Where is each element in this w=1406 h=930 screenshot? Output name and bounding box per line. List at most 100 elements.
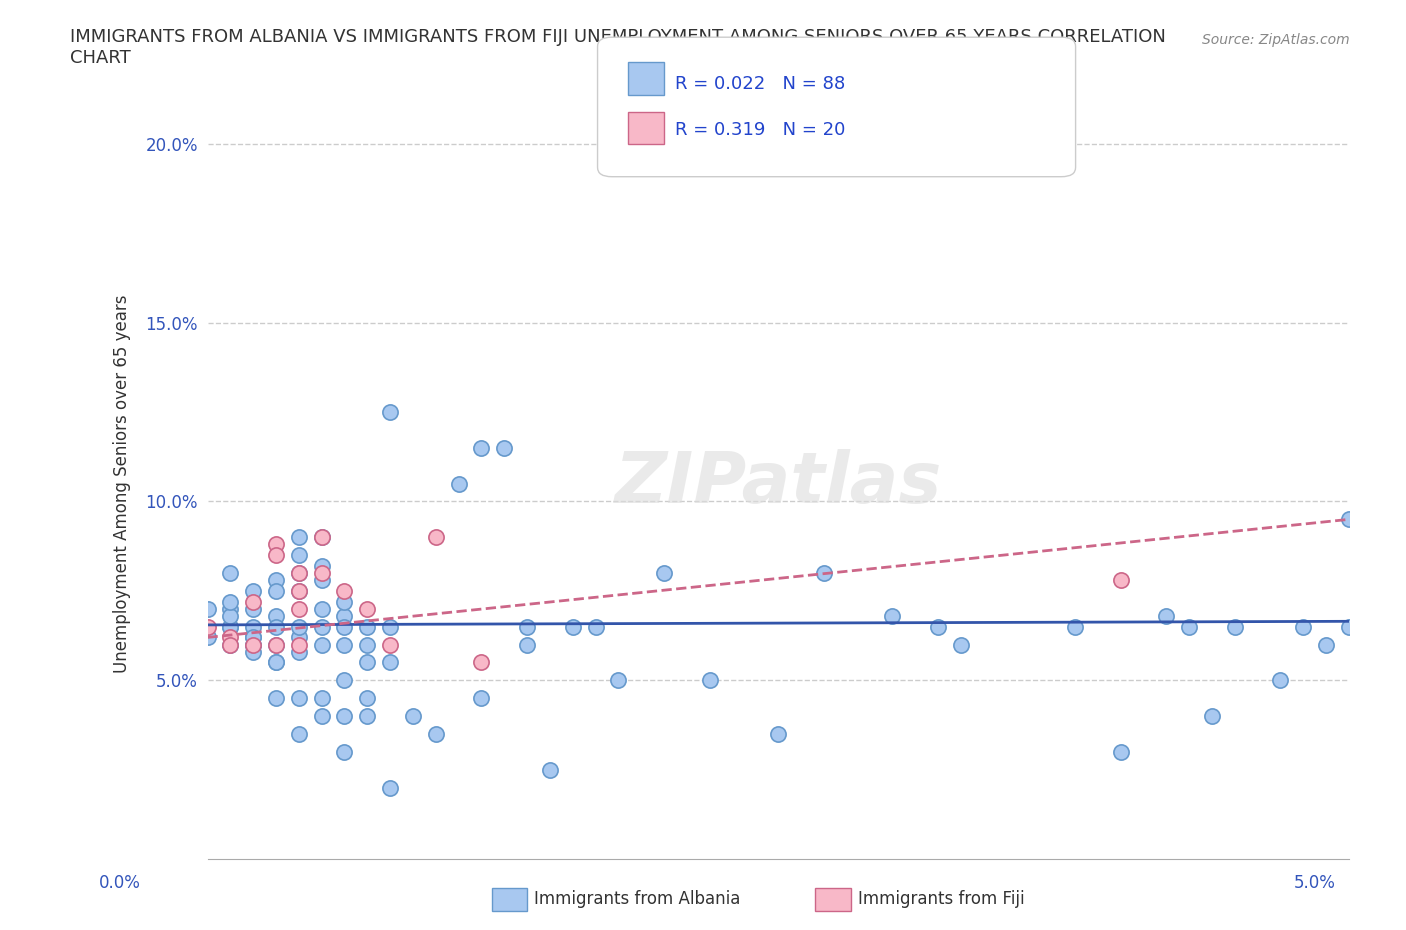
albania xyxy=(927,619,949,634)
albania xyxy=(1337,512,1360,526)
albania xyxy=(242,644,264,659)
albania xyxy=(1154,608,1177,623)
Text: 0.0%: 0.0% xyxy=(98,874,141,892)
Text: R = 0.022   N = 88: R = 0.022 N = 88 xyxy=(675,74,845,93)
albania xyxy=(585,619,607,634)
albania xyxy=(311,637,333,652)
albania xyxy=(470,441,492,456)
albania xyxy=(264,655,287,670)
albania xyxy=(561,619,583,634)
fiji xyxy=(219,630,242,644)
albania xyxy=(242,619,264,634)
albania xyxy=(311,573,333,588)
albania xyxy=(242,630,264,644)
albania xyxy=(333,594,356,609)
albania xyxy=(288,691,311,706)
albania xyxy=(333,637,356,652)
fiji xyxy=(264,537,287,551)
fiji xyxy=(1109,573,1132,588)
albania xyxy=(333,709,356,724)
fiji xyxy=(288,583,311,598)
fiji xyxy=(288,602,311,617)
albania xyxy=(652,565,675,580)
albania xyxy=(311,709,333,724)
albania xyxy=(766,726,789,741)
albania xyxy=(1178,619,1201,634)
albania xyxy=(402,709,425,724)
fiji xyxy=(197,619,219,634)
Text: ZIPatlas: ZIPatlas xyxy=(614,449,942,518)
albania xyxy=(242,583,264,598)
albania xyxy=(1109,744,1132,759)
albania xyxy=(288,583,311,598)
albania xyxy=(288,548,311,563)
albania xyxy=(813,565,835,580)
albania xyxy=(264,691,287,706)
fiji xyxy=(219,637,242,652)
fiji xyxy=(470,655,492,670)
albania xyxy=(242,630,264,644)
albania xyxy=(264,608,287,623)
fiji xyxy=(311,530,333,545)
albania xyxy=(242,602,264,617)
albania xyxy=(333,619,356,634)
albania xyxy=(311,691,333,706)
albania xyxy=(311,619,333,634)
albania xyxy=(288,619,311,634)
fiji xyxy=(356,602,378,617)
albania xyxy=(219,608,242,623)
albania xyxy=(1223,619,1246,634)
albania xyxy=(219,602,242,617)
albania xyxy=(378,619,401,634)
albania xyxy=(288,644,311,659)
albania xyxy=(356,637,378,652)
albania xyxy=(264,573,287,588)
albania xyxy=(425,726,447,741)
albania xyxy=(219,619,242,634)
albania xyxy=(288,726,311,741)
albania xyxy=(311,602,333,617)
albania xyxy=(264,655,287,670)
Text: Immigrants from Fiji: Immigrants from Fiji xyxy=(858,890,1025,909)
albania xyxy=(219,619,242,634)
albania xyxy=(356,655,378,670)
albania xyxy=(949,637,972,652)
albania xyxy=(356,619,378,634)
albania xyxy=(197,602,219,617)
albania xyxy=(1337,619,1360,634)
fiji xyxy=(264,548,287,563)
albania xyxy=(197,630,219,644)
fiji xyxy=(242,637,264,652)
albania xyxy=(288,630,311,644)
fiji xyxy=(242,594,264,609)
fiji xyxy=(425,530,447,545)
albania xyxy=(494,441,516,456)
Text: 5.0%: 5.0% xyxy=(1294,874,1336,892)
albania xyxy=(1315,637,1337,652)
albania xyxy=(219,637,242,652)
albania xyxy=(356,709,378,724)
Text: R = 0.319   N = 20: R = 0.319 N = 20 xyxy=(675,121,845,140)
albania xyxy=(607,673,630,688)
albania xyxy=(1292,619,1315,634)
albania xyxy=(288,565,311,580)
Text: Immigrants from Albania: Immigrants from Albania xyxy=(534,890,741,909)
albania xyxy=(333,744,356,759)
albania xyxy=(333,608,356,623)
albania xyxy=(219,565,242,580)
albania xyxy=(470,691,492,706)
albania xyxy=(538,763,561,777)
albania xyxy=(356,691,378,706)
albania xyxy=(447,476,470,491)
albania xyxy=(264,637,287,652)
albania xyxy=(516,619,538,634)
albania xyxy=(882,608,904,623)
albania xyxy=(242,637,264,652)
Text: IMMIGRANTS FROM ALBANIA VS IMMIGRANTS FROM FIJI UNEMPLOYMENT AMONG SENIORS OVER : IMMIGRANTS FROM ALBANIA VS IMMIGRANTS FR… xyxy=(70,28,1166,67)
fiji xyxy=(264,637,287,652)
albania xyxy=(1201,709,1223,724)
albania xyxy=(242,637,264,652)
albania xyxy=(516,637,538,652)
albania xyxy=(1064,619,1087,634)
albania xyxy=(288,530,311,545)
